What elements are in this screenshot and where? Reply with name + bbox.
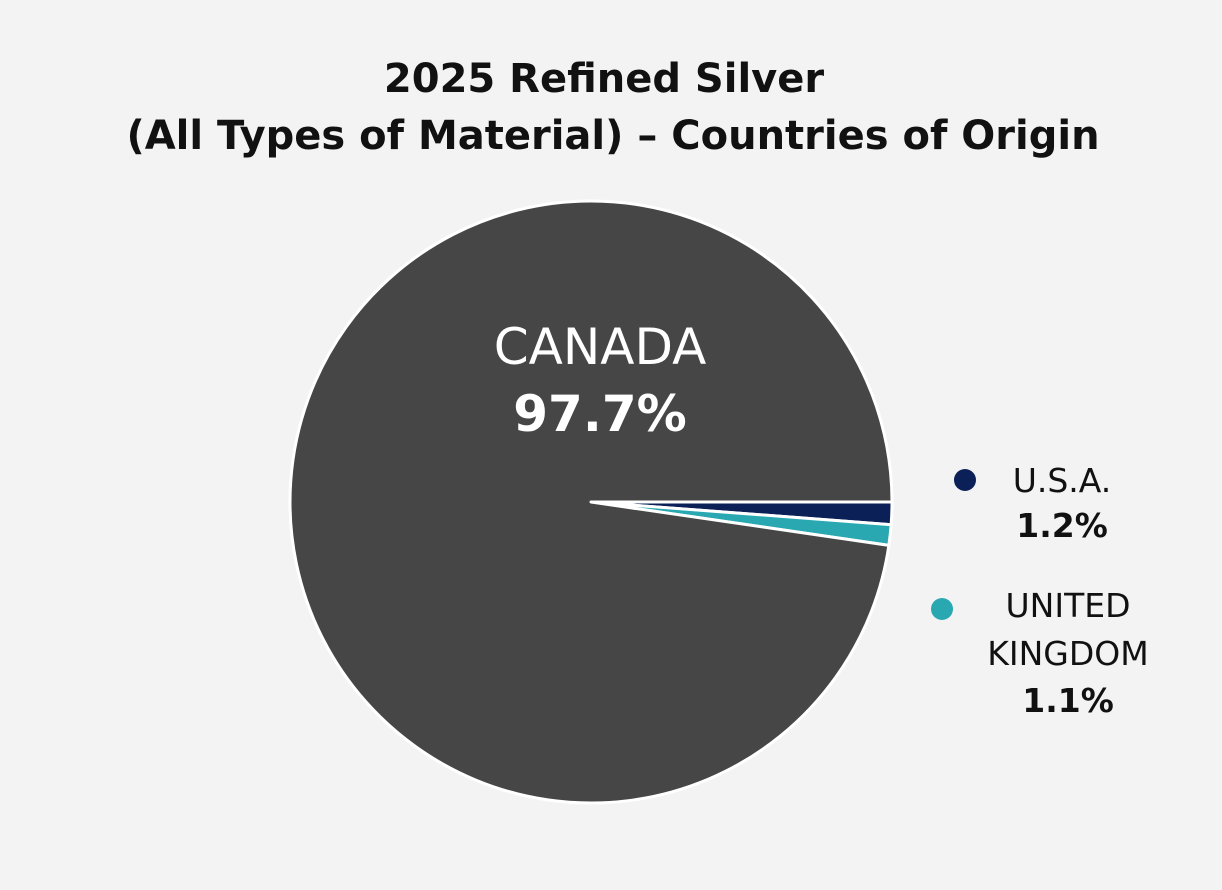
legend-value-united-kingdom: 1.1%	[1022, 681, 1114, 720]
chart-title: 2025 Refined Silver (All Types of Materi…	[126, 56, 1099, 159]
slice-label-canada: CANADA 97.7%	[494, 318, 707, 443]
legend-dot-united-kingdom	[931, 598, 953, 620]
legend-item-usa: U.S.A. 1.2%	[954, 461, 1111, 545]
legend-label-united-kingdom-line-2: KINGDOM	[987, 634, 1149, 673]
slice-label-canada-name: CANADA	[494, 318, 707, 376]
chart-title-line-1: 2025 Refined Silver	[384, 56, 824, 102]
legend-value-usa: 1.2%	[1016, 506, 1108, 545]
pie-slice-canada	[288, 199, 894, 805]
legend-dot-usa	[954, 469, 976, 491]
legend-item-united-kingdom: UNITED KINGDOM 1.1%	[931, 586, 1149, 720]
legend: U.S.A. 1.2% UNITED KINGDOM 1.1%	[931, 461, 1149, 720]
legend-label-usa: U.S.A.	[1013, 461, 1112, 500]
chart-title-line-2: (All Types of Material) – Countries of O…	[126, 113, 1099, 159]
slice-label-canada-value: 97.7%	[513, 385, 686, 443]
legend-label-united-kingdom-line-1: UNITED	[1006, 586, 1131, 625]
pie-slices	[288, 199, 894, 805]
